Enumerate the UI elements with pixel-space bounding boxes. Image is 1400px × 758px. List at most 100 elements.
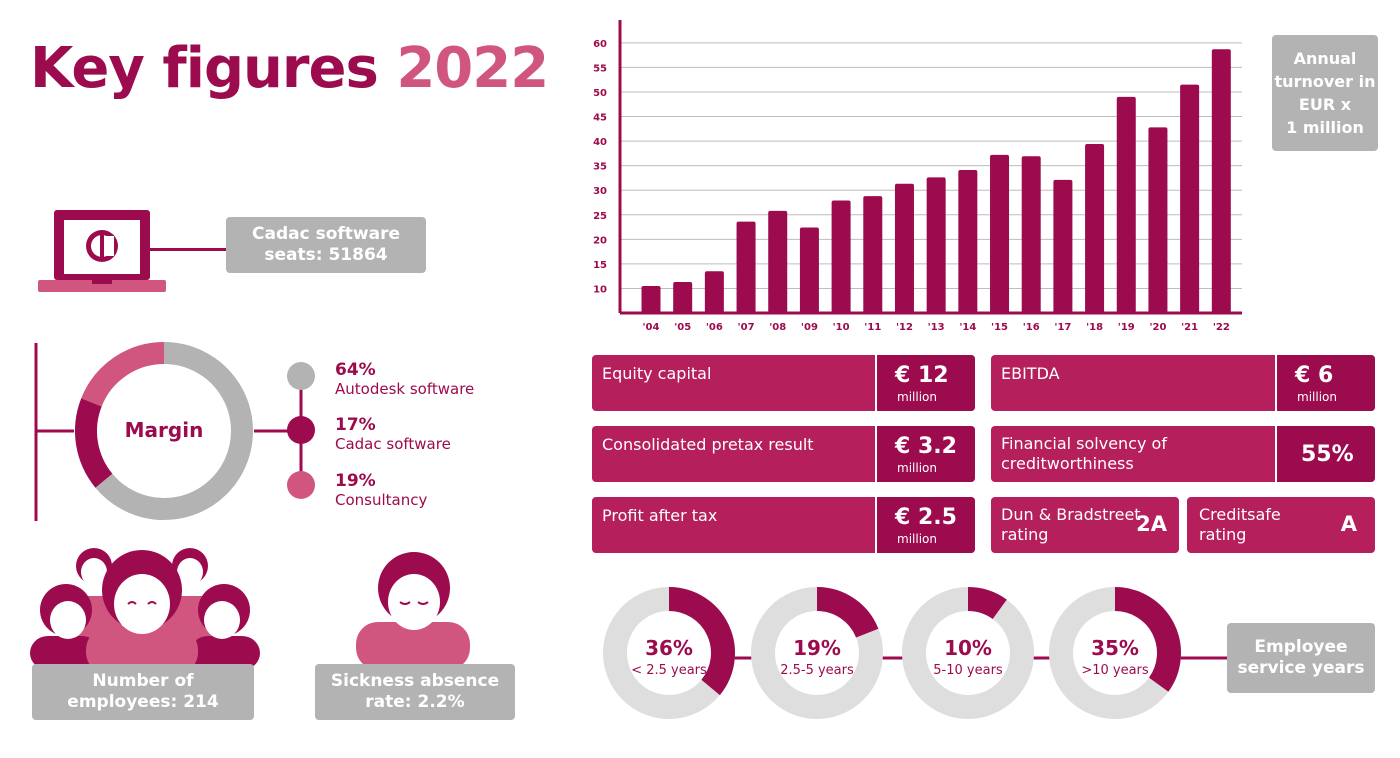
service-percent: 10%	[944, 636, 992, 660]
service-percent: 36%	[645, 636, 693, 660]
profit-value: € 2.5	[895, 505, 957, 530]
bar	[736, 221, 756, 313]
legend-name: Cadac software	[335, 435, 451, 453]
y-tick-label: 55	[593, 63, 607, 74]
x-tick-label: '05	[674, 322, 691, 333]
profit-unit: million	[897, 532, 937, 546]
x-tick-label: '16	[1023, 322, 1040, 333]
software-seats-line1: Cadac software	[252, 223, 400, 244]
pretax-label: Consolidated pretax result	[602, 435, 814, 454]
y-tick-label: 10	[593, 284, 607, 295]
service-label-line1: Employee	[1254, 636, 1348, 657]
margin-slice	[75, 398, 113, 488]
x-tick-label: '15	[991, 322, 1008, 333]
y-tick-label: 60	[593, 39, 607, 50]
legend-percent: 17%	[335, 415, 376, 435]
bar	[958, 170, 978, 313]
bar	[1053, 179, 1073, 313]
margin-slice	[95, 342, 253, 520]
x-tick-label: '06	[706, 322, 723, 333]
x-tick-label: '20	[1149, 322, 1166, 333]
service-donut-slice	[668, 587, 735, 696]
equity-label: Equity capital	[602, 364, 712, 383]
legend-item-cadac: 17% Cadac software	[335, 415, 451, 453]
bar	[863, 196, 883, 313]
x-tick-label: '13	[928, 322, 945, 333]
margin-legend-markers	[287, 362, 315, 499]
service-years-label-box: Employee service years	[1227, 623, 1375, 693]
x-tick-label: '17	[1054, 322, 1071, 333]
ebitda-value: € 6	[1295, 363, 1334, 388]
margin-label: Margin	[125, 418, 204, 442]
bar	[768, 210, 788, 313]
page-title: Key figures 2022	[30, 36, 549, 101]
pretax-value: € 3.2	[895, 434, 957, 459]
profit-label: Profit after tax	[602, 506, 718, 525]
service-range: 2.5-5 years	[780, 663, 854, 678]
creditsafe-card: Creditsafe rating A	[1187, 497, 1375, 553]
legend-marker-cadac	[287, 416, 315, 444]
legend-percent: 19%	[335, 471, 376, 491]
x-tick-label: '14	[959, 322, 976, 333]
connector-line	[150, 248, 228, 251]
dun-label-line1: Dun & Bradstreet	[1001, 505, 1141, 524]
software-seats-box: Cadac software seats: 51864	[226, 217, 426, 273]
x-tick-label: '19	[1118, 322, 1135, 333]
bar	[894, 183, 914, 313]
x-tick-label: '18	[1086, 322, 1103, 333]
bar	[1148, 127, 1168, 313]
dun-label-line2: rating	[1001, 525, 1049, 544]
employees-group-icon	[30, 548, 260, 670]
y-tick-label: 20	[593, 235, 607, 246]
service-donut-slice	[967, 587, 1007, 620]
annual-turnover-label-box: Annual turnover in EUR x 1 million	[1272, 35, 1378, 151]
bar	[1085, 144, 1105, 313]
y-tick-label: 40	[593, 137, 607, 148]
software-seats-line2: seats: 51864	[264, 245, 388, 265]
service-donut-slice	[816, 587, 879, 639]
dun-bradstreet-card: Dun & Bradstreet rating 2A	[991, 497, 1179, 553]
legend-marker-autodesk	[287, 362, 315, 390]
service-percent: 35%	[1091, 636, 1139, 660]
bar	[1180, 84, 1200, 313]
laptop-icon	[38, 210, 166, 292]
legend-item-consultancy: 19% Consultancy	[335, 471, 427, 509]
service-percent: 19%	[793, 636, 841, 660]
creditsafe-label-line2: rating	[1199, 525, 1247, 544]
legend-item-autodesk: 64% Autodesk software	[335, 360, 474, 398]
bar	[1021, 156, 1041, 313]
title-main: Key figures	[30, 36, 379, 101]
bar	[1211, 49, 1231, 314]
x-tick-label: '12	[896, 322, 913, 333]
turnover-bar-chart: 10 15 20 25 30 35 40 45 50 55 60 '04 '05 '06 '07 '08 '09…	[593, 20, 1242, 333]
creditsafe-label-line1: Creditsafe	[1199, 505, 1281, 524]
x-tick-label: '10	[833, 322, 850, 333]
ebitda-unit: million	[1297, 390, 1337, 404]
x-tick-label: '07	[738, 322, 755, 333]
service-range: 5-10 years	[933, 663, 1003, 678]
dun-value: 2A	[1136, 512, 1167, 536]
employees-line2: employees: 214	[67, 692, 219, 712]
profit-after-tax-card: Profit after tax € 2.5 million	[592, 497, 975, 553]
turnover-label-line1: Annual	[1293, 48, 1357, 68]
equity-value: € 12	[895, 363, 949, 388]
ebitda-card: EBITDA € 6 million	[991, 355, 1375, 411]
equity-capital-card: Equity capital € 12 million	[592, 355, 975, 411]
turnover-label-line2: turnover in	[1274, 71, 1376, 91]
service-donut-slice	[1114, 587, 1181, 692]
y-tick-label: 15	[593, 260, 607, 271]
service-range: < 2.5 years	[631, 663, 707, 678]
solvency-value: 55%	[1301, 442, 1354, 467]
x-tick-label: '04	[643, 322, 660, 333]
y-tick-label: 50	[593, 88, 607, 99]
x-tick-label: '22	[1213, 322, 1230, 333]
cadac-logo-icon	[86, 230, 118, 262]
legend-name: Autodesk software	[335, 380, 475, 398]
employees-box: Number of employees: 214	[32, 664, 254, 720]
y-tick-label: 30	[593, 186, 607, 197]
service-label-line2: service years	[1237, 658, 1365, 678]
x-tick-label: '11	[864, 322, 881, 333]
margin-donut-chart: Margin	[34, 342, 295, 521]
turnover-label-line3: EUR x	[1298, 95, 1352, 114]
service-range: >10 years	[1081, 663, 1149, 678]
